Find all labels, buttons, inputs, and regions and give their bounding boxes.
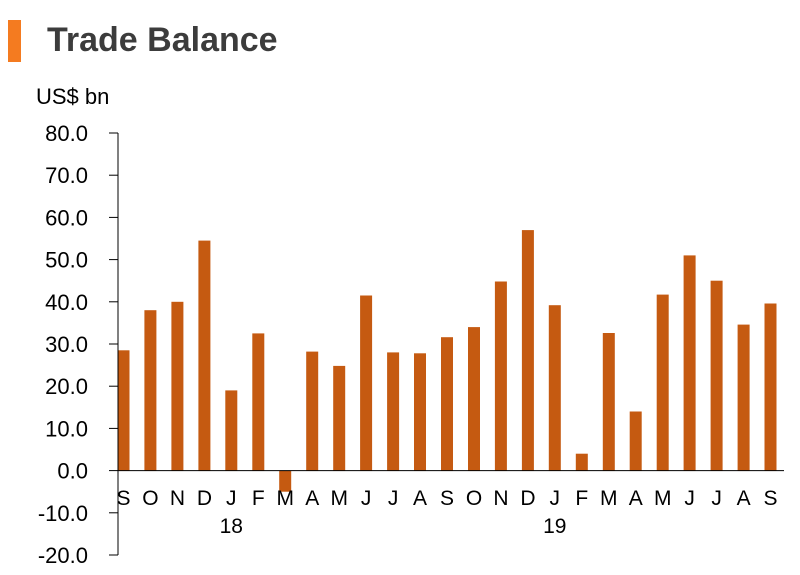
bar-9 (360, 295, 373, 471)
bar-13 (468, 327, 480, 471)
x-tick-label: M (600, 487, 618, 510)
x-tick-label: J (711, 487, 722, 510)
y-tick-label: 80.0 (45, 121, 88, 146)
x-tick-label: J (226, 487, 237, 510)
x-tick-label: A (305, 487, 319, 510)
bar-0 (117, 350, 130, 471)
bar-6 (279, 470, 292, 492)
x-tick-label: D (197, 487, 212, 510)
bar-15 (521, 230, 534, 471)
y-tick-label: 50.0 (45, 248, 88, 273)
x-tick-label: O (466, 487, 482, 510)
year-label: 18 (220, 515, 243, 538)
bars (117, 230, 777, 492)
y-tick-label: 30.0 (45, 332, 88, 357)
x-tick-label: M (330, 487, 348, 510)
y-tick-label: 60.0 (45, 205, 88, 230)
bar-22 (710, 280, 723, 471)
bar-16 (548, 305, 561, 471)
y-axis-ticks: 80.0 70.0 60.0 50.0 40.0 30.0 20.0 10.0 0.0 -10.0… (38, 121, 118, 568)
x-tick-label: S (763, 487, 777, 510)
x-axis-labels: S O N D J F M A M J J A S O N D J F M A M J J A S18 19 (116, 487, 777, 538)
x-tick-label: D (520, 487, 535, 510)
axes (117, 133, 784, 555)
bar-10 (387, 352, 400, 471)
bar-12 (441, 337, 453, 471)
x-tick-label: F (575, 487, 588, 510)
year-label: 19 (543, 515, 566, 538)
x-tick-label: J (684, 487, 695, 510)
x-tick-label: A (629, 487, 643, 510)
y-tick-label: -20.0 (38, 543, 88, 568)
bar-2 (171, 301, 184, 471)
x-tick-label: N (170, 487, 185, 510)
bar-14 (494, 281, 507, 471)
bar-24 (764, 303, 777, 471)
y-tick-label: 0.0 (57, 459, 88, 484)
bar-18 (602, 333, 615, 471)
x-tick-label: N (493, 487, 508, 510)
bar-7 (306, 351, 319, 471)
bar-4 (225, 390, 238, 471)
bar-21 (683, 255, 696, 471)
x-tick-label: O (142, 487, 158, 510)
y-tick-label: 40.0 (45, 290, 88, 315)
x-tick-label: J (361, 487, 372, 510)
x-tick-label: A (413, 487, 427, 510)
y-tick-label: 10.0 (45, 416, 88, 441)
x-tick-label: J (388, 487, 399, 510)
bar-3 (198, 240, 211, 471)
chart-title: Trade Balance (47, 21, 278, 59)
bar-23 (737, 324, 750, 471)
x-tick-label: S (440, 487, 454, 510)
x-tick-label: M (654, 487, 672, 510)
x-tick-label: S (116, 487, 130, 510)
y-axis-unit-label: US$ bn (36, 84, 110, 109)
bar-1 (144, 310, 157, 471)
x-tick-label: J (550, 487, 561, 510)
y-tick-label: 20.0 (45, 374, 88, 399)
title-accent-bar (8, 20, 21, 62)
y-tick-label: -10.0 (38, 501, 88, 526)
bar-19 (629, 411, 642, 471)
bar-11 (414, 353, 426, 471)
x-tick-label: M (276, 487, 294, 510)
bar-8 (333, 365, 346, 471)
x-tick-label: F (252, 487, 265, 510)
y-tick-label: 70.0 (45, 163, 88, 188)
x-tick-label: A (737, 487, 751, 510)
bar-20 (656, 294, 669, 471)
bar-5 (252, 333, 265, 471)
bar-17 (575, 453, 588, 471)
